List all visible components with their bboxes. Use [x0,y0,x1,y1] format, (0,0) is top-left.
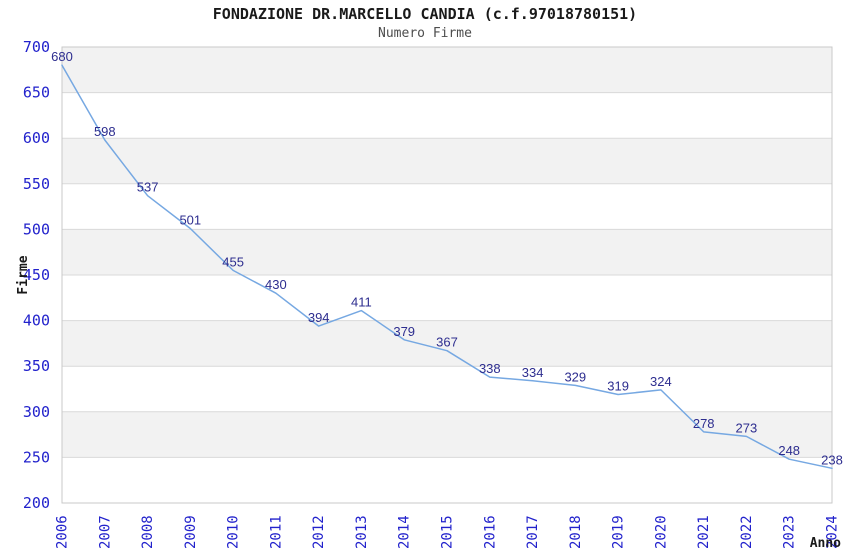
x-tick-label: 2024 [825,515,841,549]
data-point-label: 501 [179,213,201,228]
plot-band [62,457,832,503]
x-tick-label: 2015 [440,515,456,549]
x-tick-label: 2019 [611,515,627,549]
x-tick-label: 2017 [525,515,541,549]
x-tick-label: 2011 [268,515,284,549]
x-tick-label: 2016 [482,515,498,549]
x-tick-label: 2014 [397,515,413,549]
x-tick-label: 2009 [183,515,199,549]
plot-band [62,411,832,458]
y-tick-label: 450 [23,266,50,284]
data-point-label: 324 [650,374,672,389]
data-point-label: 430 [265,277,287,292]
x-tick-label: 2023 [782,515,798,549]
data-series-line [61,64,833,470]
x-tick-label: 2022 [739,515,755,549]
x-tick-label: 2006 [55,515,71,549]
data-point-label: 248 [778,443,800,458]
plot-band [62,366,832,412]
x-tick-label: 2008 [140,515,156,549]
data-point-label: 338 [479,361,501,376]
plot-band [62,47,832,93]
plot-band [62,183,832,230]
y-tick-label: 700 [23,38,50,56]
y-tick-label: 200 [23,494,50,512]
plot-border [61,46,833,504]
y-tick-label: 650 [23,84,50,102]
y-tick-label: 400 [23,312,50,330]
data-point-label: 238 [821,452,843,467]
y-tick-label: 550 [23,175,50,193]
y-axis-title: Firme [16,255,31,294]
plot-band [62,320,832,367]
x-axis-title: Anno [810,536,841,550]
data-point-label: 379 [393,324,415,339]
x-tick-label: 2010 [226,515,242,549]
plot-band [62,92,832,139]
data-point-label: 598 [94,124,116,139]
y-tick-label: 300 [23,403,50,421]
data-point-label: 273 [736,420,758,435]
data-point-label: 334 [522,365,544,380]
x-tick-label: 2013 [354,515,370,549]
y-tick-label: 250 [23,448,50,466]
data-point-label: 367 [436,335,458,350]
chart-title: FONDAZIONE DR.MARCELLO CANDIA (c.f.97018… [212,5,638,23]
plot-band [62,138,832,184]
data-point-label: 680 [51,49,73,64]
y-tick-label: 350 [23,357,50,375]
x-tick-label: 2007 [97,515,113,549]
plot-band [62,275,832,321]
data-point-label: 455 [222,254,244,269]
x-tick-label: 2018 [568,515,584,549]
x-tick-label: 2012 [311,515,327,549]
x-tick-label: 2021 [696,515,712,549]
data-point-label: 319 [607,379,629,394]
data-point-label: 278 [693,416,715,431]
plot-band [62,229,832,275]
data-point-label: 394 [308,310,330,325]
chart-subtitle: Numero Firme [378,26,472,41]
data-point-label: 411 [351,295,372,310]
y-tick-label: 600 [23,129,50,147]
data-point-label: 329 [564,369,586,384]
y-tick-label: 500 [23,220,50,238]
x-tick-label: 2020 [653,515,669,549]
data-point-label: 537 [137,180,159,195]
